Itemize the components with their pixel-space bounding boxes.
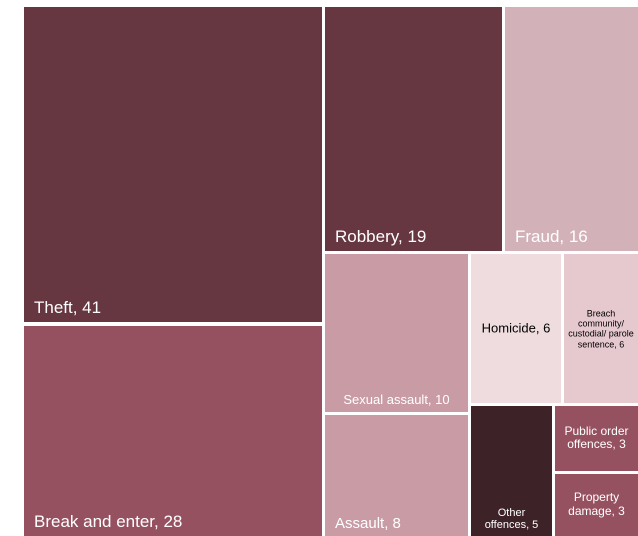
tile-breach-sentence: Breach community/ custodial/ parole sent… [564, 254, 638, 403]
label-breach-sentence: Breach community/ custodial/ parole sent… [568, 307, 634, 349]
label-public-order-offences: Public order offences, 3 [564, 423, 629, 452]
tile-public-order-offences: Public order offences, 3 [555, 406, 638, 471]
tile-fraud: Fraud, 16 [505, 7, 638, 251]
label-theft: Theft, 41 [34, 298, 102, 318]
tile-sexual-assault: Sexual assault, 10 [325, 254, 468, 412]
tile-break-and-enter: Break and enter, 28 [24, 326, 322, 536]
label-homicide: Homicide, 6 [481, 320, 551, 336]
label-break-and-enter: Break and enter, 28 [34, 512, 183, 532]
label-assault: Assault, 8 [335, 514, 401, 532]
tile-theft: Theft, 41 [24, 7, 322, 322]
tile-assault: Assault, 8 [325, 415, 468, 536]
tile-robbery: Robbery, 19 [325, 7, 502, 251]
tile-homicide: Homicide, 6 [471, 254, 561, 403]
tile-property-damage: Property damage, 3 [555, 474, 638, 536]
label-property-damage: Property damage, 3 [568, 490, 625, 518]
label-robbery: Robbery, 19 [335, 227, 427, 247]
tile-other-offences: Other offences, 5 [471, 406, 552, 536]
label-other-offences: Other offences, 5 [484, 506, 539, 532]
label-fraud: Fraud, 16 [515, 227, 588, 247]
label-sexual-assault: Sexual assault, 10 [343, 392, 450, 408]
